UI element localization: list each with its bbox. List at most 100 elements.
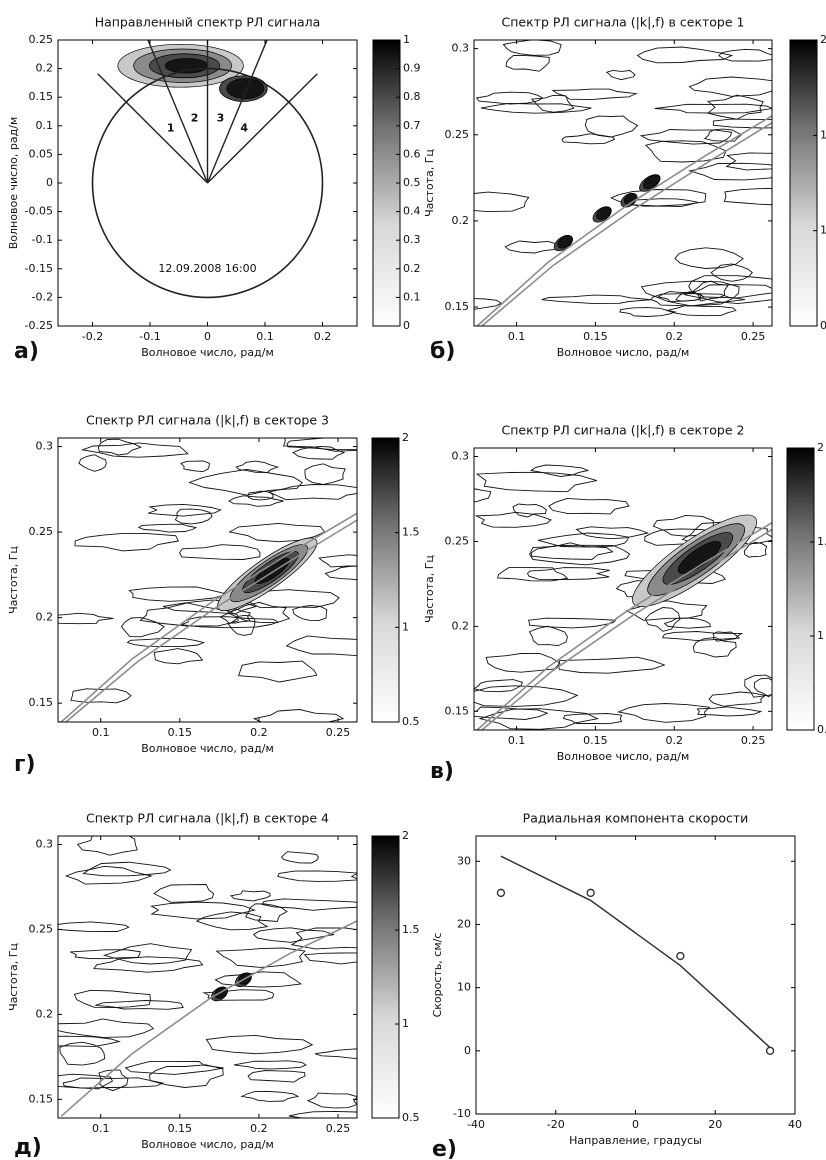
x-tick-label: 0.2 xyxy=(250,1122,268,1135)
contour-line xyxy=(474,488,492,503)
x-tick-label: -40 xyxy=(467,1118,485,1131)
colorbar-tick-label: 1 xyxy=(820,224,826,237)
x-tick-label: -20 xyxy=(547,1118,565,1131)
contour-line xyxy=(126,637,206,648)
contour-line xyxy=(474,685,579,707)
contour-line xyxy=(562,713,623,725)
y-tick-label: 0.15 xyxy=(29,90,54,103)
contour-line xyxy=(235,460,280,473)
colorbar-tick-label: 0.7 xyxy=(403,119,421,132)
y-tick-label: 0.15 xyxy=(445,704,470,717)
y-tick-label: 0.25 xyxy=(29,525,54,538)
panel-label: б) xyxy=(430,339,455,364)
contour-line xyxy=(497,567,569,582)
x-tick-label: 0.25 xyxy=(741,330,766,343)
contour-line xyxy=(277,870,357,882)
contour-line xyxy=(475,91,544,105)
contour-line xyxy=(98,1069,129,1092)
contour-line xyxy=(474,679,523,693)
y-axis-label: Волновое число, рад/м xyxy=(7,117,20,250)
contour-line xyxy=(605,69,636,81)
colorbar-tick-label: 0.6 xyxy=(403,147,421,160)
x-axis-label: Волновое число, рад/м xyxy=(141,742,274,755)
contour-line xyxy=(237,660,318,683)
chart-title: Спектр РЛ сигнала (|k|,f) в секторе 1 xyxy=(502,15,745,30)
contour-line xyxy=(82,861,172,877)
contour-line xyxy=(657,291,705,303)
y-tick-label: 30 xyxy=(457,854,471,867)
contour-line xyxy=(644,140,727,163)
dispersion-curve xyxy=(481,122,772,326)
contour-line xyxy=(150,901,256,920)
x-tick-label: -0.2 xyxy=(82,330,103,343)
contour-line xyxy=(688,275,772,299)
contour-line xyxy=(148,1064,224,1088)
colorbar-tick-label: 2 xyxy=(402,431,409,444)
contour-line xyxy=(708,691,767,707)
contour-fill xyxy=(596,206,612,220)
contour-line xyxy=(219,608,251,624)
contour-fill xyxy=(226,78,265,100)
data-point xyxy=(496,888,506,898)
contour-line xyxy=(290,927,357,950)
contour-line xyxy=(551,88,638,101)
contour-line xyxy=(102,943,193,965)
plot-bg xyxy=(58,438,357,722)
panel: 0.5 1 1.5 2 0.1 0.15 0.2 0.25 0.15 0.2 0.25 0.3 Спек… xyxy=(423,423,826,785)
chart-title: Направленный спектр РЛ сигнала xyxy=(95,15,321,30)
contour-line xyxy=(703,128,743,142)
y-tick-label: 0.1 xyxy=(36,119,54,132)
y-axis-label: Скорость, см/с xyxy=(431,933,444,1018)
contour-line xyxy=(153,648,204,665)
y-tick-label: -0.05 xyxy=(25,205,53,218)
contour-line xyxy=(712,118,772,129)
plot-area xyxy=(58,438,357,722)
axes-box xyxy=(473,39,773,327)
contour-line xyxy=(153,884,215,903)
contour-line xyxy=(314,1048,357,1059)
contour-line xyxy=(62,1077,165,1089)
contour-line xyxy=(753,677,772,698)
contour-line xyxy=(636,46,734,64)
contour-line xyxy=(280,851,319,864)
contour-line xyxy=(303,952,357,965)
x-axis-label: Волновое число, рад/м xyxy=(141,346,274,359)
contour-line xyxy=(744,674,772,698)
y-tick-label: -0.2 xyxy=(32,290,53,303)
x-tick-label: 0.1 xyxy=(92,1122,110,1135)
colorbar xyxy=(371,437,400,723)
colorbar-tick-label: 0.1 xyxy=(403,290,421,303)
data-point xyxy=(765,1046,775,1056)
panel: 0.5 1 1.5 2 0.1 0.15 0.2 0.25 0.15 0.2 0.25 0.3 Спек… xyxy=(423,15,826,365)
y-tick-label: 0.25 xyxy=(29,922,54,935)
colorbar xyxy=(789,39,818,327)
contour-line xyxy=(688,76,772,97)
panel: 0.5 1 1.5 2 0.1 0.15 0.2 0.25 0.15 0.2 0.25 0.3 Спек… xyxy=(7,413,420,778)
colorbar-tick-label: 0.5 xyxy=(817,723,826,736)
contour-line xyxy=(306,1092,357,1109)
contour-line xyxy=(215,947,306,968)
dispersion-curve xyxy=(65,519,357,722)
x-tick-label: 0.1 xyxy=(92,726,110,739)
contour-line xyxy=(512,503,547,518)
contour-line xyxy=(58,1035,121,1047)
y-tick-label: -10 xyxy=(453,1107,471,1120)
contour-line xyxy=(692,280,729,302)
y-tick-label: 0.25 xyxy=(445,128,470,141)
contour-line xyxy=(286,438,357,451)
contour-line xyxy=(128,586,229,602)
data-point xyxy=(676,951,685,961)
contour-fill xyxy=(642,174,660,189)
contour-line xyxy=(59,1041,106,1066)
contour-line xyxy=(504,240,562,254)
contour-line xyxy=(230,890,271,902)
x-tick-label: 0.15 xyxy=(583,734,608,747)
contour-line xyxy=(245,903,288,922)
x-tick-label: 0.25 xyxy=(326,1122,351,1135)
x-tick-label: 0.2 xyxy=(250,726,268,739)
y-tick-label: 0.2 xyxy=(36,611,54,624)
contour-line xyxy=(644,607,681,632)
contour-line xyxy=(267,484,357,501)
contour-line xyxy=(205,1034,314,1055)
y-tick-label: 0.15 xyxy=(29,696,54,709)
